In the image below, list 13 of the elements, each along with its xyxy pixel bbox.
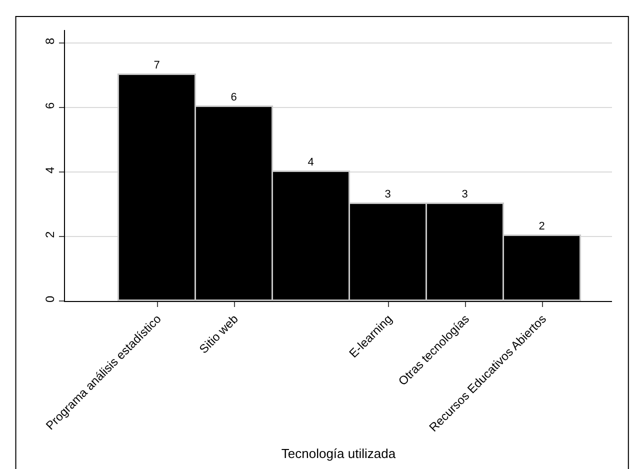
data-label: 4 <box>308 156 314 168</box>
x-axis-title: Tecnología utilizada <box>281 446 396 462</box>
y-tick-label: 0 <box>43 296 58 303</box>
data-label: 6 <box>230 91 237 104</box>
data-label: 3 <box>384 188 391 200</box>
y-tick-label: 2 <box>43 231 58 238</box>
data-label: 2 <box>538 220 545 232</box>
y-tick-label: 8 <box>43 37 58 44</box>
y-tick-label: 6 <box>43 102 58 109</box>
y-tick-label: 4 <box>43 166 58 174</box>
data-label: 7 <box>154 59 160 72</box>
x-tick-label: Sitio web <box>196 312 242 356</box>
data-label: 3 <box>462 188 468 200</box>
